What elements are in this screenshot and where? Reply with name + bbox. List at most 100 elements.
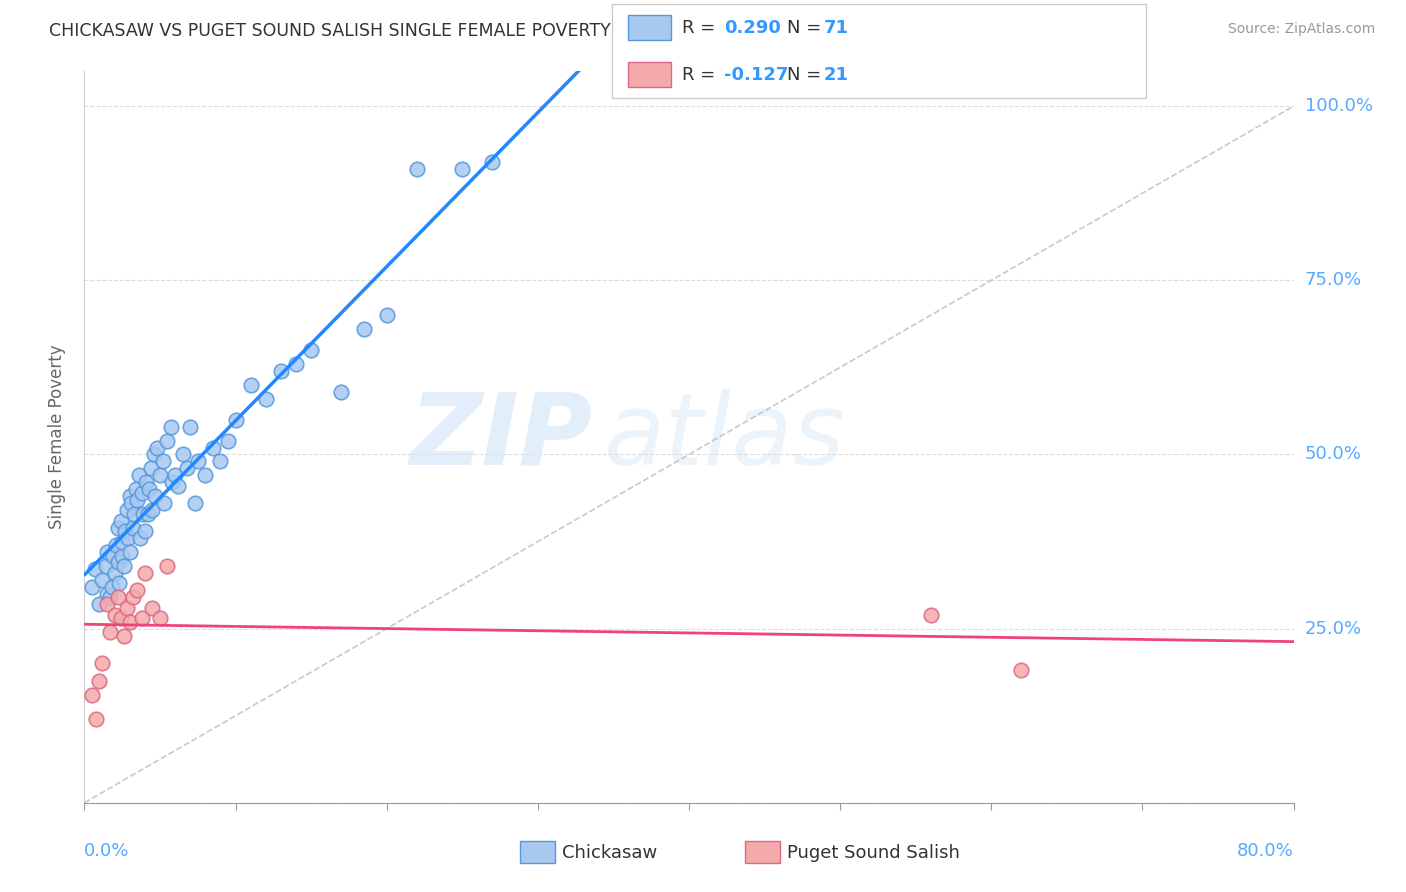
Point — [156, 558, 179, 573]
Point — [94, 558, 117, 573]
Point — [134, 566, 156, 580]
Point — [330, 384, 353, 399]
Point — [104, 566, 127, 580]
Point — [105, 538, 128, 552]
Text: N =: N = — [787, 66, 827, 84]
Text: 21: 21 — [824, 66, 849, 84]
Point — [110, 611, 132, 625]
Point — [118, 489, 141, 503]
Point — [121, 521, 143, 535]
Point — [141, 503, 163, 517]
Point — [96, 545, 118, 559]
Text: 80.0%: 80.0% — [1237, 842, 1294, 860]
Point — [98, 591, 121, 605]
Point — [96, 597, 118, 611]
Point — [187, 454, 209, 468]
Point — [285, 357, 308, 371]
Point — [131, 485, 153, 500]
Point — [112, 558, 135, 573]
Point — [152, 454, 174, 468]
Point — [217, 434, 239, 448]
Point — [141, 600, 163, 615]
Point — [118, 545, 141, 559]
Point — [353, 322, 375, 336]
Point — [194, 468, 217, 483]
Point — [104, 607, 127, 622]
Point — [120, 496, 142, 510]
Point — [134, 524, 156, 538]
Point — [127, 583, 149, 598]
Point — [131, 611, 153, 625]
Text: atlas: atlas — [605, 389, 846, 485]
Point — [118, 615, 141, 629]
Point — [80, 580, 103, 594]
Point — [146, 441, 169, 455]
Point — [481, 155, 503, 169]
Point — [112, 629, 135, 643]
Point — [84, 562, 107, 576]
Text: Chickasaw: Chickasaw — [562, 844, 658, 862]
Point — [91, 573, 114, 587]
Point — [122, 507, 145, 521]
Point — [209, 454, 232, 468]
Text: N =: N = — [787, 19, 827, 37]
Point — [129, 531, 152, 545]
Point — [107, 556, 129, 570]
Point — [117, 531, 139, 545]
Point — [406, 161, 429, 176]
Text: R =: R = — [682, 19, 721, 37]
Text: 25.0%: 25.0% — [1305, 620, 1362, 638]
Point — [108, 576, 131, 591]
Point — [920, 607, 942, 622]
Point — [149, 468, 172, 483]
Y-axis label: Single Female Poverty: Single Female Poverty — [48, 345, 66, 529]
Text: 0.290: 0.290 — [724, 19, 780, 37]
Point — [121, 591, 143, 605]
Point — [127, 492, 149, 507]
Point — [270, 364, 292, 378]
Point — [101, 549, 124, 563]
Point — [135, 475, 157, 490]
Point — [107, 591, 129, 605]
Point — [89, 673, 111, 688]
Point — [159, 419, 181, 434]
Text: Puget Sound Salish: Puget Sound Salish — [787, 844, 960, 862]
Point — [115, 600, 138, 615]
Point — [136, 507, 159, 521]
Point — [107, 521, 129, 535]
Point — [176, 461, 198, 475]
Text: Source: ZipAtlas.com: Source: ZipAtlas.com — [1227, 22, 1375, 37]
Point — [160, 475, 183, 490]
Point — [153, 496, 176, 510]
Point — [299, 343, 322, 357]
Point — [201, 441, 224, 455]
Point — [179, 419, 201, 434]
Point — [165, 468, 187, 483]
Point — [375, 308, 398, 322]
Point — [80, 688, 103, 702]
Text: R =: R = — [682, 66, 721, 84]
Text: ZIP: ZIP — [409, 389, 592, 485]
Text: -0.127: -0.127 — [724, 66, 789, 84]
Point — [451, 161, 474, 176]
Point — [125, 483, 148, 497]
Point — [110, 514, 132, 528]
Point — [91, 657, 114, 671]
Point — [142, 448, 165, 462]
Point — [139, 461, 162, 475]
Point — [167, 479, 190, 493]
Text: 0.0%: 0.0% — [84, 842, 129, 860]
Text: 100.0%: 100.0% — [1305, 97, 1372, 115]
Text: 50.0%: 50.0% — [1305, 445, 1361, 464]
Text: 75.0%: 75.0% — [1305, 271, 1362, 289]
Point — [96, 587, 118, 601]
Point — [183, 496, 205, 510]
Point — [89, 597, 111, 611]
Point — [114, 524, 136, 538]
Point — [86, 712, 108, 726]
Point — [111, 549, 134, 563]
Point — [254, 392, 277, 406]
Text: CHICKASAW VS PUGET SOUND SALISH SINGLE FEMALE POVERTY CORRELATION CHART: CHICKASAW VS PUGET SOUND SALISH SINGLE F… — [49, 22, 806, 40]
Point — [98, 625, 121, 640]
Point — [225, 412, 247, 426]
